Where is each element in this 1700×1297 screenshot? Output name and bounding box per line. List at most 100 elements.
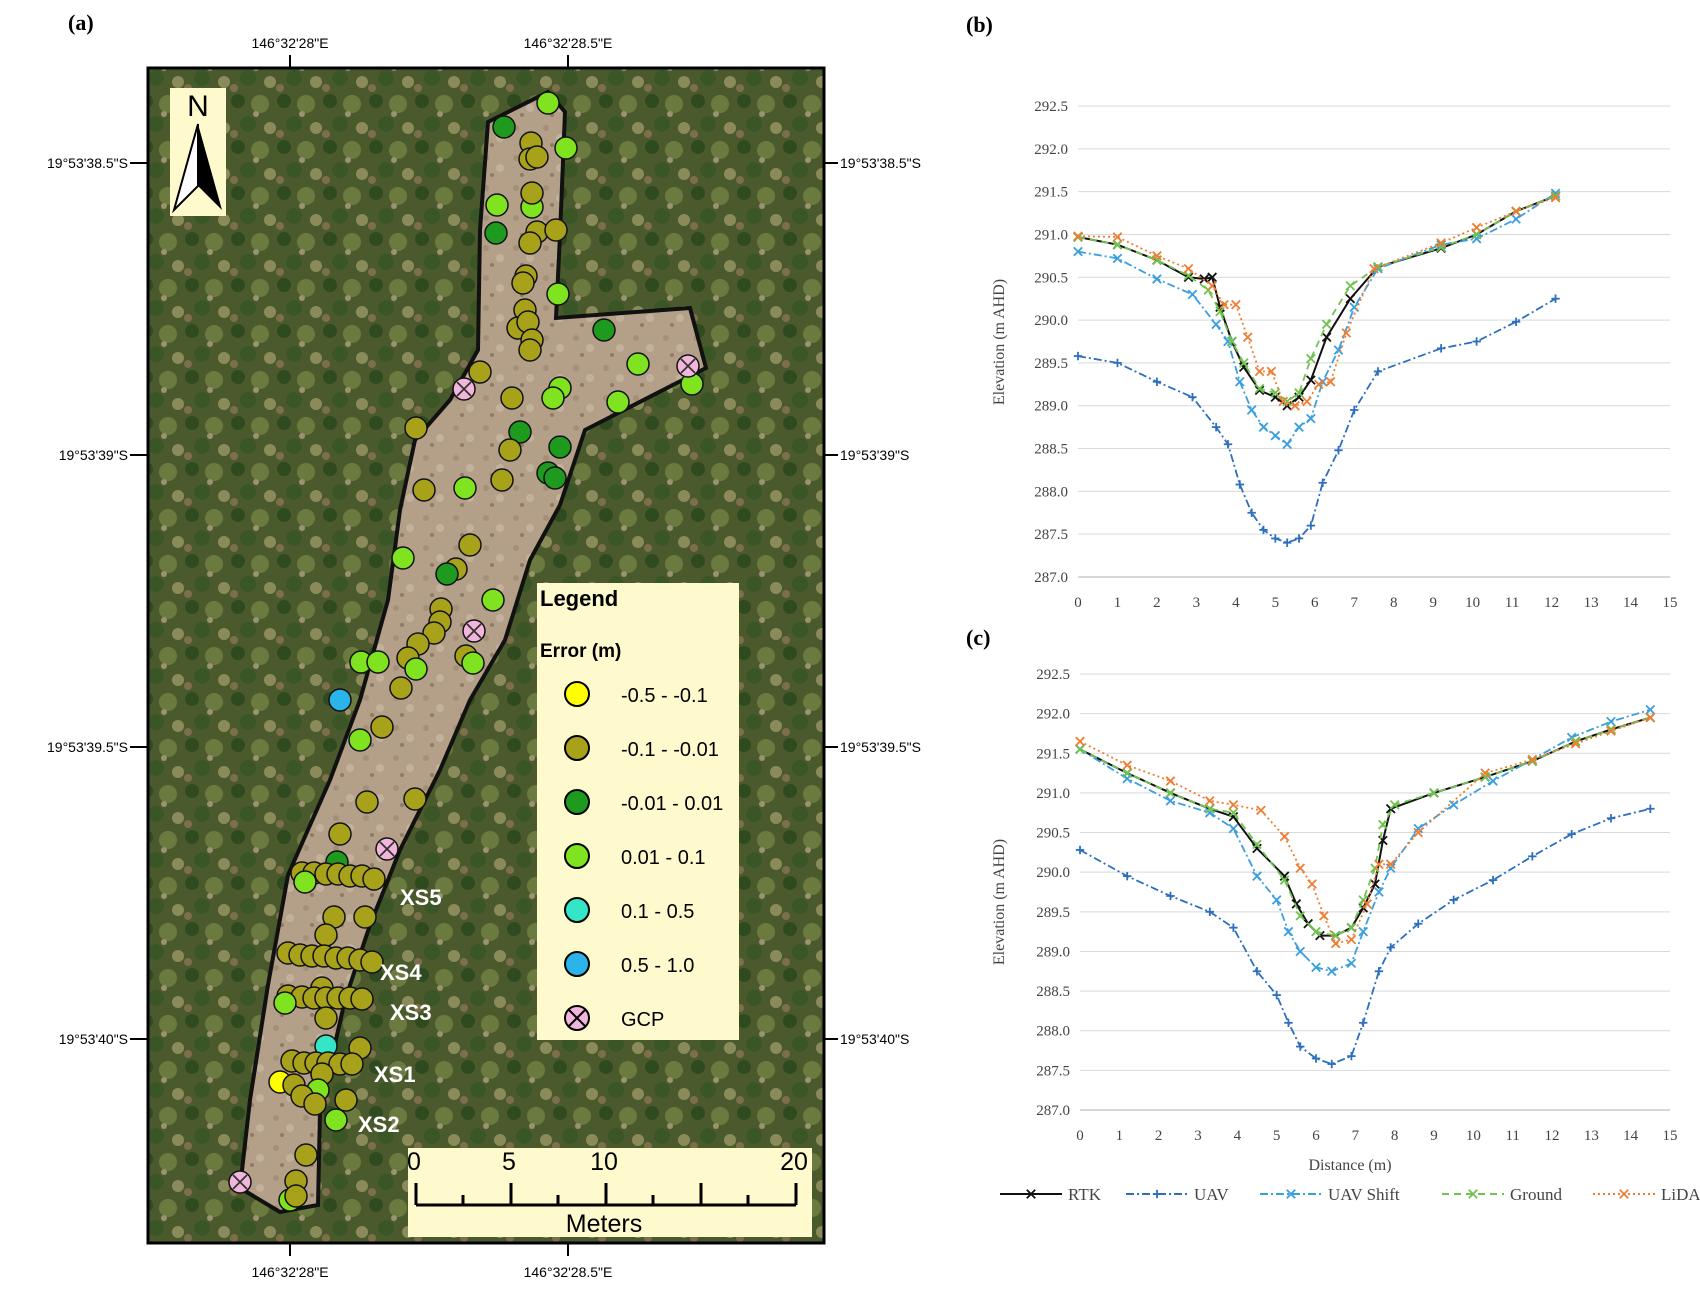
data-point xyxy=(1527,754,1538,765)
legend-swatch xyxy=(564,897,590,923)
data-point xyxy=(1645,712,1656,723)
data-point xyxy=(1252,871,1262,881)
scale-tick-20: 20 xyxy=(780,1148,808,1176)
x-tick-label: 10 xyxy=(1466,1128,1481,1144)
data-point xyxy=(1374,859,1384,870)
data-point xyxy=(1472,337,1481,346)
data-point xyxy=(1306,353,1316,364)
error-point xyxy=(314,923,338,947)
legend-swatch xyxy=(564,843,590,869)
x-tick-label: 2 xyxy=(1153,595,1161,611)
data-point xyxy=(1227,336,1237,347)
data-point xyxy=(1449,895,1458,905)
error-point xyxy=(518,338,542,362)
y-tick-label: 287.5 xyxy=(1036,1063,1070,1079)
x-tick-label: 5 xyxy=(1272,595,1280,611)
data-point xyxy=(1606,716,1616,727)
y-tick-label: 287.0 xyxy=(1034,570,1068,586)
error-point xyxy=(453,476,477,500)
series-line xyxy=(1079,708,1651,973)
y-tick-label: 291.5 xyxy=(1036,746,1070,762)
data-point xyxy=(1345,280,1356,291)
data-point xyxy=(1238,362,1249,373)
data-point xyxy=(1271,895,1282,905)
data-point xyxy=(1385,863,1396,874)
series-line xyxy=(1079,807,1651,1065)
data-point xyxy=(1294,388,1304,398)
data-point xyxy=(1341,328,1352,338)
series-legend-label: Ground xyxy=(1510,1185,1562,1204)
error-point xyxy=(403,787,427,811)
scale-tick-0: 0 xyxy=(407,1148,421,1176)
legend-item: -0.5 - -0.1 xyxy=(564,681,708,707)
data-point xyxy=(1215,306,1225,317)
error-point xyxy=(294,1143,318,1167)
legend-swatch xyxy=(564,951,590,977)
data-point xyxy=(1278,396,1289,407)
series-line xyxy=(1079,716,1651,945)
y-tick-label: 291.0 xyxy=(1034,227,1068,243)
legend-item: 0.1 - 0.5 xyxy=(564,897,694,923)
chart-b-ylabel: Elevation (m AHD) xyxy=(991,279,1008,405)
data-point xyxy=(1358,926,1369,937)
chart-c: 287.0 287.5 288.0 288.5 289.0 289.5 290.0 290.5… xyxy=(991,667,1678,1174)
xs5-label: XS5 xyxy=(400,885,442,910)
gcp-marker xyxy=(228,1170,252,1194)
data-point xyxy=(1296,1042,1305,1051)
data-point xyxy=(1270,392,1281,403)
lat-label-right-3: 19°53'39.5"S xyxy=(840,739,921,755)
scale-tick-5: 5 xyxy=(502,1148,516,1176)
data-point xyxy=(1374,887,1384,897)
data-point xyxy=(1073,231,1083,242)
x-tick-label: 8 xyxy=(1391,1128,1399,1144)
data-point xyxy=(1073,351,1083,361)
data-point xyxy=(1282,396,1293,407)
x-tick-label: 14 xyxy=(1623,595,1639,611)
data-point xyxy=(1152,377,1162,386)
data-point xyxy=(1306,413,1316,424)
error-point xyxy=(481,588,505,612)
data-point xyxy=(1330,930,1341,941)
x-tick-label: 6 xyxy=(1311,595,1319,611)
data-point xyxy=(1283,926,1294,937)
data-point xyxy=(1334,446,1343,455)
data-point xyxy=(1511,206,1521,217)
data-point xyxy=(1350,405,1359,415)
lat-label-right-2: 19°53'39"S xyxy=(840,447,909,463)
error-point xyxy=(541,386,565,410)
legend-subtitle: Error (m) xyxy=(540,641,621,662)
lon-label-bottom-1: 146°32'28"E xyxy=(251,1264,328,1280)
gcp-marker xyxy=(676,354,700,378)
scale-tick-10: 10 xyxy=(590,1148,618,1176)
data-point xyxy=(1073,246,1083,257)
data-point xyxy=(1204,803,1215,814)
series-lidar xyxy=(1073,192,1561,411)
error-point xyxy=(362,867,386,891)
error-point xyxy=(422,621,446,645)
data-point xyxy=(1247,508,1256,517)
error-point xyxy=(492,115,516,139)
data-point xyxy=(1122,768,1133,778)
data-point xyxy=(1183,263,1194,274)
error-point xyxy=(334,1088,358,1112)
x-tick-label: 2 xyxy=(1155,1128,1163,1144)
data-point xyxy=(1436,238,1446,248)
data-point xyxy=(1246,405,1257,415)
x-tick-label: 1 xyxy=(1116,1128,1124,1144)
x-tick-label: 7 xyxy=(1352,1128,1360,1144)
data-point xyxy=(1075,744,1085,755)
data-point xyxy=(1252,967,1262,976)
data-point xyxy=(1284,1018,1293,1027)
error-point xyxy=(404,416,428,440)
y-tick-label: 288.0 xyxy=(1036,1024,1070,1040)
data-point xyxy=(1414,919,1423,928)
data-point xyxy=(1471,222,1482,233)
data-point xyxy=(1294,534,1304,543)
y-tick-label: 292.5 xyxy=(1034,99,1068,115)
series-uav-shift xyxy=(1073,188,1561,450)
data-point xyxy=(1112,253,1123,264)
data-point xyxy=(1318,478,1327,487)
x-tick-label: 1 xyxy=(1114,595,1122,611)
y-tick-label: 292.0 xyxy=(1036,707,1070,723)
error-point xyxy=(498,438,522,462)
